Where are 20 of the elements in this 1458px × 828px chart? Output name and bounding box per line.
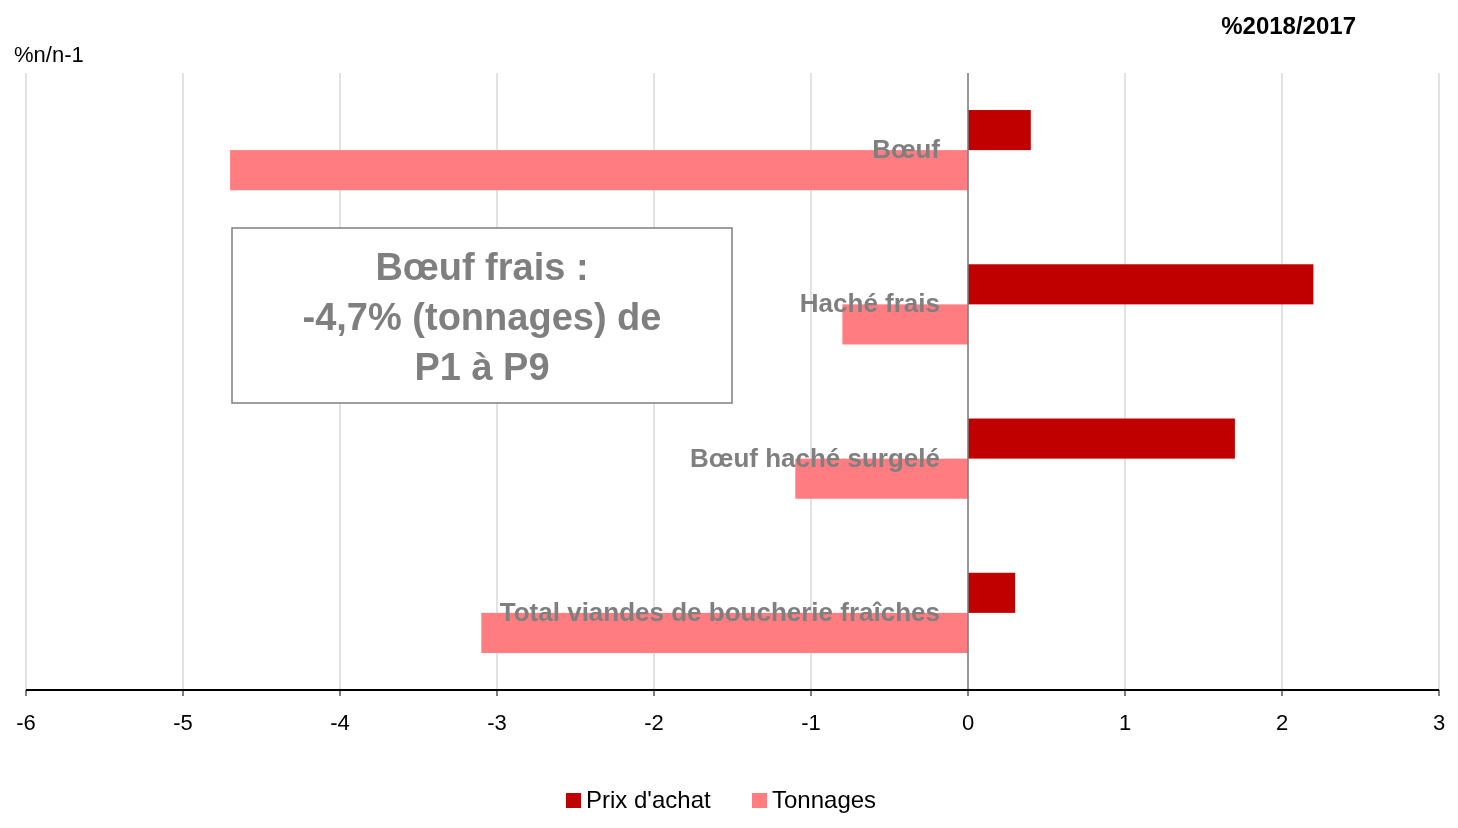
x-tick-label: 3 (1432, 710, 1446, 735)
x-tick-label: -4 (330, 710, 350, 735)
x-tick-label: -6 (16, 710, 36, 735)
chart-title: %2018/2017 (1221, 12, 1356, 39)
x-tick-label: 2 (1275, 710, 1289, 735)
x-tick-label: 0 (961, 710, 975, 735)
legend-label: Prix d'achat (586, 786, 711, 813)
bar (968, 110, 1031, 151)
x-tick-label: -1 (801, 710, 821, 735)
x-tick-label: -2 (644, 710, 664, 735)
bar (968, 264, 1314, 305)
text-box: Bœuf frais : -4,7% (tonnages) de P1 à P9 (231, 227, 733, 404)
bar (968, 572, 1016, 613)
x-axis-title: %n/n-1 (14, 42, 84, 67)
annotation: Bœuf frais : -4,7% (tonnages) de P1 à P9 (302, 246, 662, 388)
bar (968, 418, 1235, 459)
x-tick-label: 1 (1118, 710, 1132, 735)
x-tick-label: -5 (173, 710, 193, 735)
legend-label: Tonnages (772, 786, 877, 813)
x-tick-label: -3 (487, 710, 507, 735)
